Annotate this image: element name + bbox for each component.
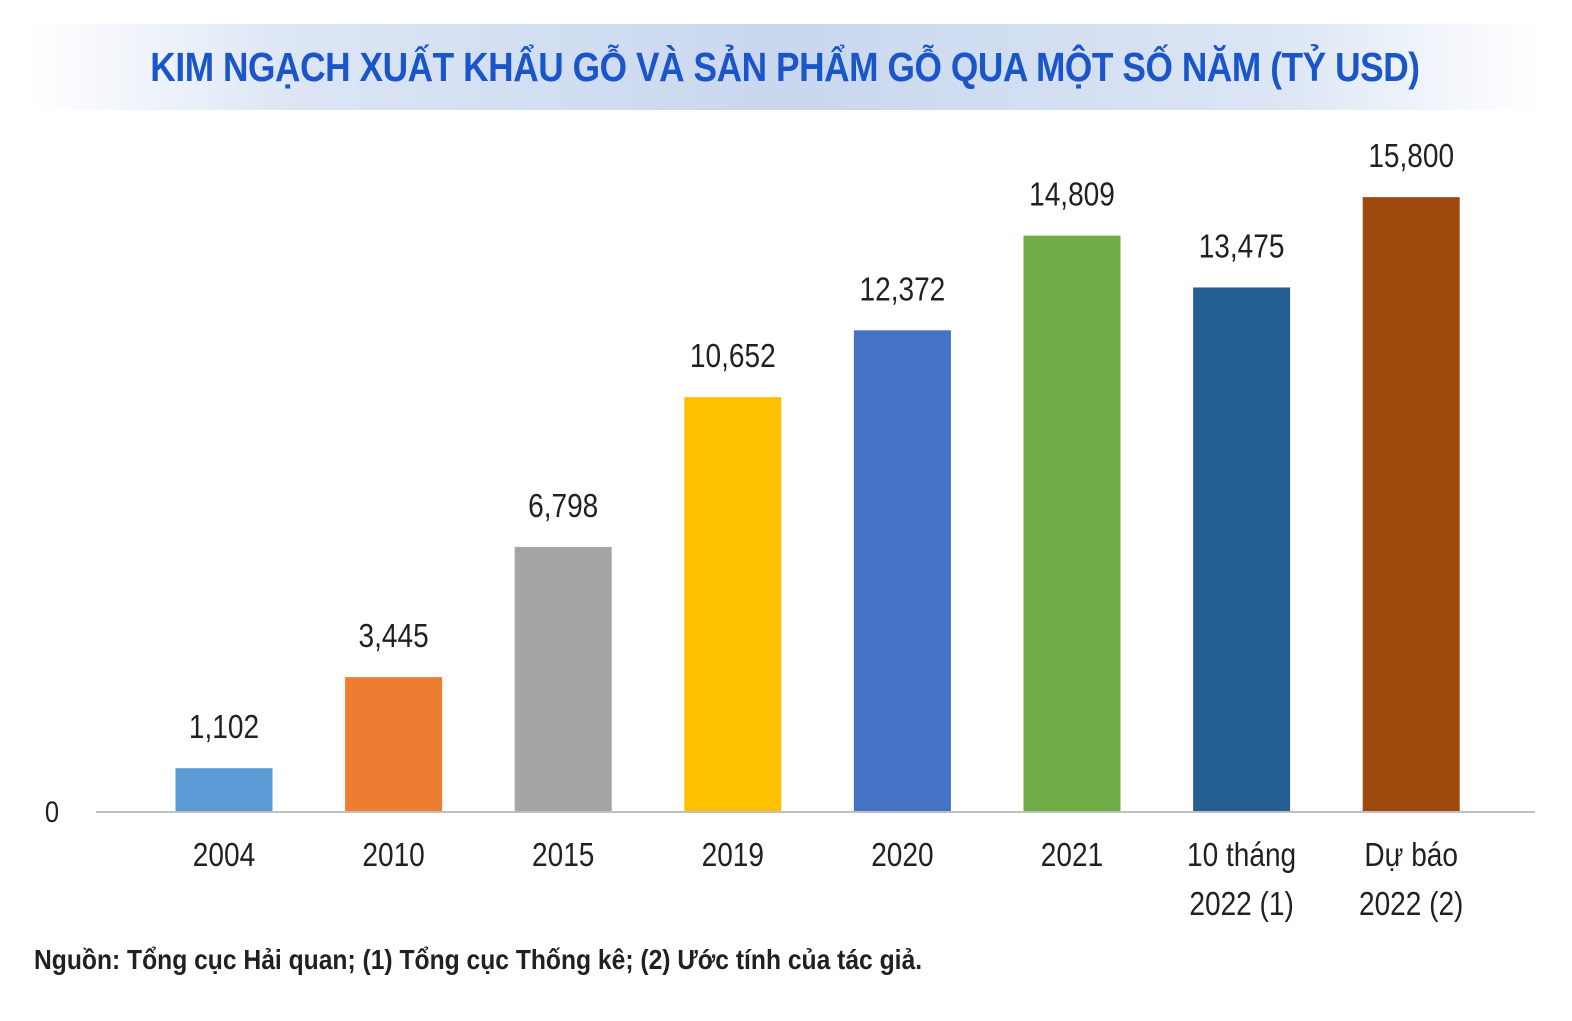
bar-value-label: 13,475 [1199, 228, 1285, 265]
x-tick-label: 2021 [1041, 837, 1103, 874]
x-tick-label: 2022 (1) [1189, 886, 1293, 923]
x-tick-label: 10 tháng [1187, 837, 1296, 874]
bar [1362, 197, 1460, 811]
x-tick-label: 2022 (2) [1359, 886, 1463, 923]
bar [345, 677, 443, 811]
bar [1023, 235, 1121, 812]
chart-title: KIM NGẠCH XUẤT KHẨU GỖ VÀ SẢN PHẨM GỖ QU… [150, 43, 1420, 90]
bar-value-label: 1,102 [189, 709, 259, 746]
x-tick-label: 2020 [871, 837, 933, 874]
x-tick-label: 2004 [193, 837, 255, 874]
bar-value-label: 14,809 [1029, 177, 1115, 214]
y-tick-label: 0 [45, 795, 59, 828]
bar [853, 330, 951, 811]
bar [514, 546, 612, 811]
bar [175, 768, 273, 811]
bar [1193, 287, 1291, 811]
x-tick-label: 2015 [532, 837, 594, 874]
bar-value-label: 12,372 [860, 271, 946, 308]
x-tick-label: 2010 [362, 837, 424, 874]
chart-title-banner: KIM NGẠCH XUẤT KHẨU GỖ VÀ SẢN PHẨM GỖ QU… [30, 24, 1540, 110]
bar-value-label: 15,800 [1368, 138, 1454, 175]
source-note: Nguồn: Tổng cục Hải quan; (1) Tổng cục T… [34, 944, 923, 975]
x-tick-label: 2019 [702, 837, 764, 874]
bar-value-label: 10,652 [690, 338, 776, 375]
bar-value-label: 6,798 [528, 488, 598, 525]
bar [684, 397, 782, 811]
bar-value-label: 3,445 [359, 618, 429, 655]
x-tick-label: Dự báo [1364, 837, 1458, 874]
